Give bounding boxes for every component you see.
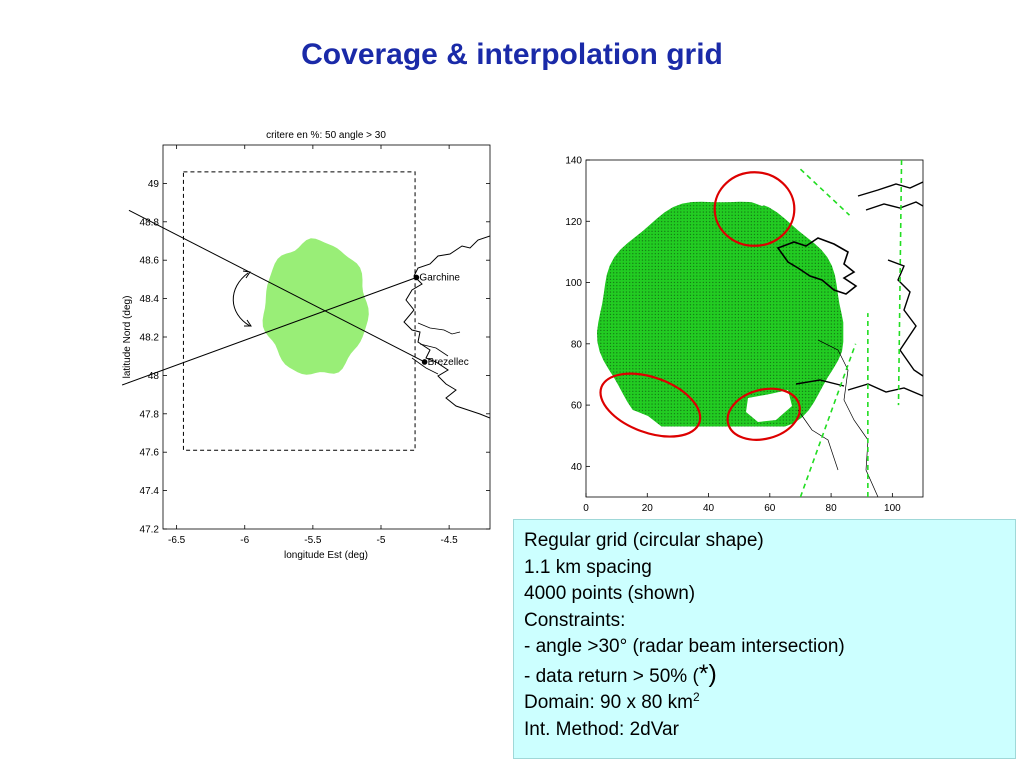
right-x-tick-label-1: 20	[642, 503, 654, 514]
coverage-map-left: critere en %: 50 angle > 30 -6.5 -6 -5.5 -5…	[121, 130, 491, 561]
right-coastline-detail	[795, 181, 923, 397]
left-domain-box	[182, 171, 416, 451]
left-site-marker-1	[413, 274, 420, 281]
right-interpolation-grid	[597, 201, 844, 427]
right-contour-lines	[797, 339, 879, 497]
right-highlight-ellipse-2	[726, 387, 801, 441]
right-gap-bottom-mid	[746, 390, 792, 422]
left-y-tick-label-7: 48.6	[140, 256, 160, 267]
info-line-data-return: - data return > 50% (*)	[524, 659, 1005, 691]
left-beam-line-2	[128, 209, 425, 363]
right-beam-line-3	[897, 160, 903, 406]
data-return-text: - data return > 50% (	[524, 665, 699, 687]
left-chart-title: critere en %: 50 angle > 30	[266, 130, 386, 141]
info-line-spacing: 1.1 km spacing	[524, 556, 652, 578]
footnote-mark: *)	[698, 659, 717, 688]
right-x-tick-label-2: 40	[703, 503, 715, 514]
left-site-label-1: Garchine	[419, 272, 460, 283]
right-y-tick-label-3: 100	[565, 278, 582, 289]
left-y-tick-label-0: 47.2	[140, 525, 160, 536]
info-line-grid: Regular grid (circular shape)	[524, 530, 764, 551]
right-coastline	[776, 237, 858, 295]
left-angle-arrow-top	[242, 270, 251, 279]
right-highlight-ellipse-1	[599, 372, 702, 438]
left-y-tick-label-6: 48.4	[140, 294, 160, 305]
left-x-tick-label-1: -6	[240, 535, 249, 546]
left-x-tick-label-3: -5	[377, 535, 386, 546]
left-y-axis-label: latitude Nord (deg)	[122, 296, 133, 379]
info-line-method: Int. Method: 2dVar	[524, 718, 679, 740]
info-line-points: 4000 points (shown)	[524, 583, 696, 604]
left-y-tick-label-2: 47.6	[140, 448, 160, 459]
left-x-tick-label-4: -4.5	[441, 535, 459, 546]
right-x-tick-label-3: 60	[764, 503, 776, 514]
left-y-tick-label-9: 49	[148, 179, 160, 190]
right-x-tick-label-5: 100	[884, 503, 901, 514]
info-line-domain: Domain: 90 x 80 km2	[524, 690, 1005, 717]
left-y-tick-label-3: 47.8	[140, 409, 160, 420]
domain-text: Domain: 90 x 80 km	[524, 692, 693, 713]
right-y-tick-label-5: 140	[565, 156, 582, 167]
right-beam-line-2	[799, 343, 857, 497]
right-gap-top	[728, 174, 786, 206]
right-beam-line-1	[799, 168, 851, 216]
right-y-tick-label-2: 80	[571, 339, 583, 350]
left-y-tick-label-8: 48.8	[140, 217, 160, 228]
left-coastline-detail	[411, 322, 461, 375]
left-angle-arc	[232, 272, 251, 327]
info-box: Regular grid (circular shape) 1.1 km spa…	[513, 519, 1016, 759]
right-y-tick-label-1: 60	[571, 401, 583, 412]
info-line-constraints: Constraints:	[524, 609, 626, 631]
domain-exponent: 2	[692, 690, 700, 704]
left-site-marker-2	[421, 359, 428, 365]
left-x-axis-label: longitude Est (deg)	[284, 550, 368, 561]
slide-title: Coverage & interpolation grid	[301, 38, 723, 71]
right-x-tick-label-0: 0	[583, 503, 589, 514]
info-line-angle: - angle >30° (radar beam intersection)	[524, 636, 845, 657]
left-x-tick-label-2: -5.5	[304, 535, 322, 546]
right-x-tick-label-4: 80	[826, 503, 838, 514]
right-highlight-ellipse-3	[713, 171, 796, 247]
right-y-tick-label-0: 40	[571, 462, 583, 473]
left-coastline	[403, 235, 490, 419]
left-beam-line-1	[121, 277, 417, 386]
right-y-tick-label-4: 120	[565, 217, 582, 228]
left-site-label-2: Brezellec	[428, 357, 469, 368]
left-angle-arrow-bottom	[244, 319, 252, 327]
left-y-tick-label-4: 48	[148, 371, 160, 382]
right-gap-bottom-left	[606, 402, 666, 434]
interpolation-grid-right: 0 20 40 60 80 100 40 60 80 100 120 140	[565, 156, 924, 514]
left-y-tick-label-5: 48.2	[140, 333, 160, 344]
left-x-tick-label-0: -6.5	[168, 535, 186, 546]
left-y-tick-label-1: 47.4	[140, 486, 160, 497]
